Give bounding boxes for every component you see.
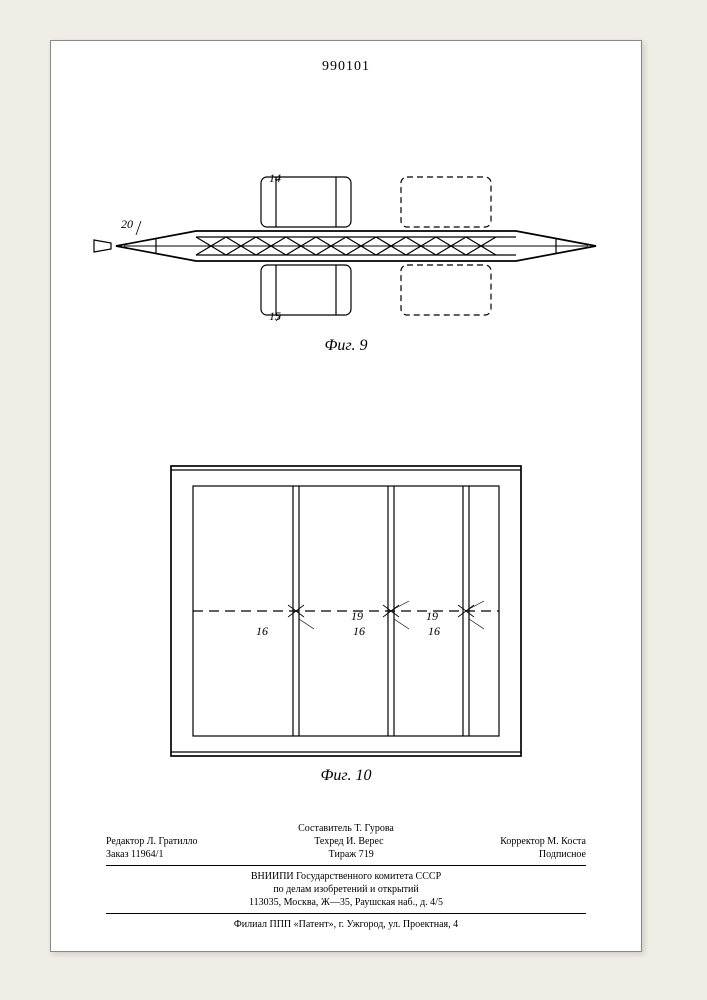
label-19-b: 19 xyxy=(426,609,438,624)
figure-10-svg xyxy=(166,461,526,761)
document-number: 990101 xyxy=(51,59,641,75)
subscription: Подписное xyxy=(539,848,586,861)
label-16-a: 16 xyxy=(256,624,268,639)
editor: Редактор Л. Гратилло xyxy=(106,835,198,848)
order-number: Заказ 11964/1 xyxy=(106,848,163,861)
label-15: 15 xyxy=(269,309,281,324)
tech-editor: Техред И. Верес xyxy=(314,835,383,848)
label-16-b: 16 xyxy=(353,624,365,639)
label-20: 20 xyxy=(121,217,133,232)
colophon: Составитель Т. Гурова Редактор Л. Гратил… xyxy=(106,822,586,931)
label-16-c: 16 xyxy=(428,624,440,639)
figure-9-caption: Фиг. 9 xyxy=(51,337,641,355)
figure-10-caption: Фиг. 10 xyxy=(51,767,641,785)
divider xyxy=(106,865,586,866)
publisher-line-2: по делам изобретений и открытий xyxy=(106,883,586,896)
figure-9-svg xyxy=(86,161,606,331)
divider-2 xyxy=(106,913,586,914)
corrector: Корректор М. Коста xyxy=(500,835,586,848)
label-19-a: 19 xyxy=(351,609,363,624)
publisher-line-3: 113035, Москва, Ж—35, Раушская наб., д. … xyxy=(106,896,586,909)
page: 990101 Фиг. 9 20 14 15 Фиг. 10 16 19 19 … xyxy=(50,40,642,952)
label-14: 14 xyxy=(269,171,281,186)
tirage: Тираж 719 xyxy=(329,848,374,861)
compiler: Составитель Т. Гурова xyxy=(106,822,586,835)
publisher-line-1: ВНИИПИ Государственного комитета СССР xyxy=(106,870,586,883)
figure-10: Фиг. 10 16 19 19 16 16 xyxy=(51,461,641,785)
figure-9: Фиг. 9 20 14 15 xyxy=(51,161,641,355)
publisher-line-4: Филиал ППП «Патент», г. Ужгород, ул. Про… xyxy=(106,918,586,931)
